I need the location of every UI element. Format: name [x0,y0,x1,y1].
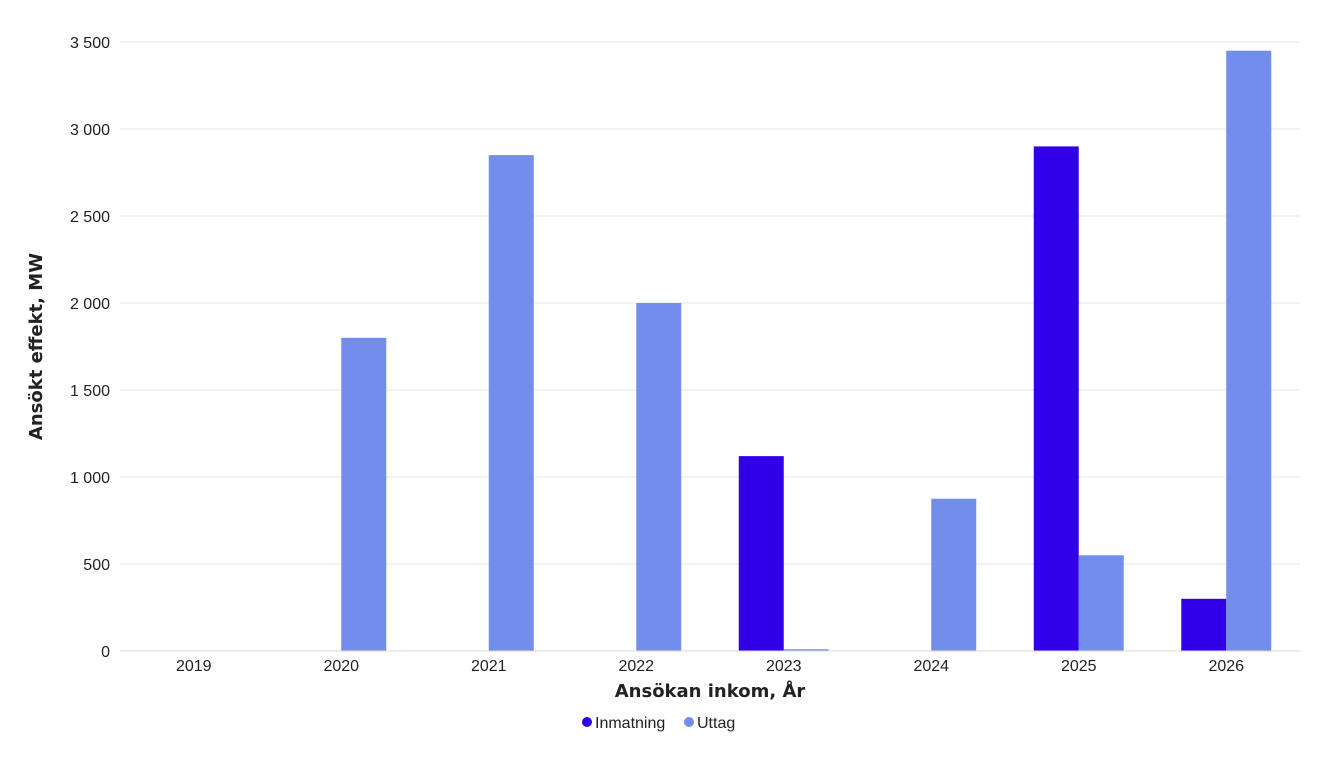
y-axis-ticks: 0 500 1 000 1 500 2 000 2 500 3 000 3 500 [70,35,110,661]
bar-uttag-2026 [1226,50,1272,651]
x-axis-ticks: 2019 2020 2021 2022 2023 2024 2025 2026 [176,658,1244,675]
y-tick-label: 3 500 [70,35,110,52]
bar-uttag-2024 [931,498,977,651]
x-tick-label: 2020 [323,658,359,675]
y-axis-title: Ansökt effekt, MW [26,253,47,440]
x-tick-label: 2019 [176,658,212,675]
bars [341,50,1272,651]
y-tick-label: 1 500 [70,383,110,400]
y-tick-label: 0 [101,644,110,661]
legend: Inmatning Uttag [582,715,735,732]
x-tick-label: 2023 [766,658,802,675]
x-tick-label: 2022 [618,658,654,675]
legend-marker-uttag [684,717,694,727]
bar-uttag-2022 [636,303,682,651]
bar-inmatning-2026 [1181,598,1227,651]
x-tick-label: 2024 [913,658,949,675]
bar-uttag-2023 [783,649,829,651]
x-tick-label: 2021 [471,658,507,675]
x-axis-title: Ansökan inkom, År [615,679,806,702]
y-tick-label: 2 000 [70,296,110,313]
bar-inmatning-2023 [738,456,784,651]
y-tick-label: 500 [83,557,110,574]
bar-uttag-2021 [488,155,534,651]
bar-uttag-2025 [1078,555,1124,651]
bar-inmatning-2025 [1033,146,1079,651]
legend-label-inmatning: Inmatning [595,715,665,732]
y-tick-label: 2 500 [70,209,110,226]
x-tick-label: 2025 [1061,658,1097,675]
y-tick-label: 3 000 [70,122,110,139]
x-tick-label: 2026 [1208,658,1244,675]
gridlines [120,41,1300,565]
legend-marker-inmatning [582,717,592,727]
y-tick-label: 1 000 [70,470,110,487]
legend-label-uttag: Uttag [697,715,735,732]
bar-uttag-2020 [341,337,387,651]
